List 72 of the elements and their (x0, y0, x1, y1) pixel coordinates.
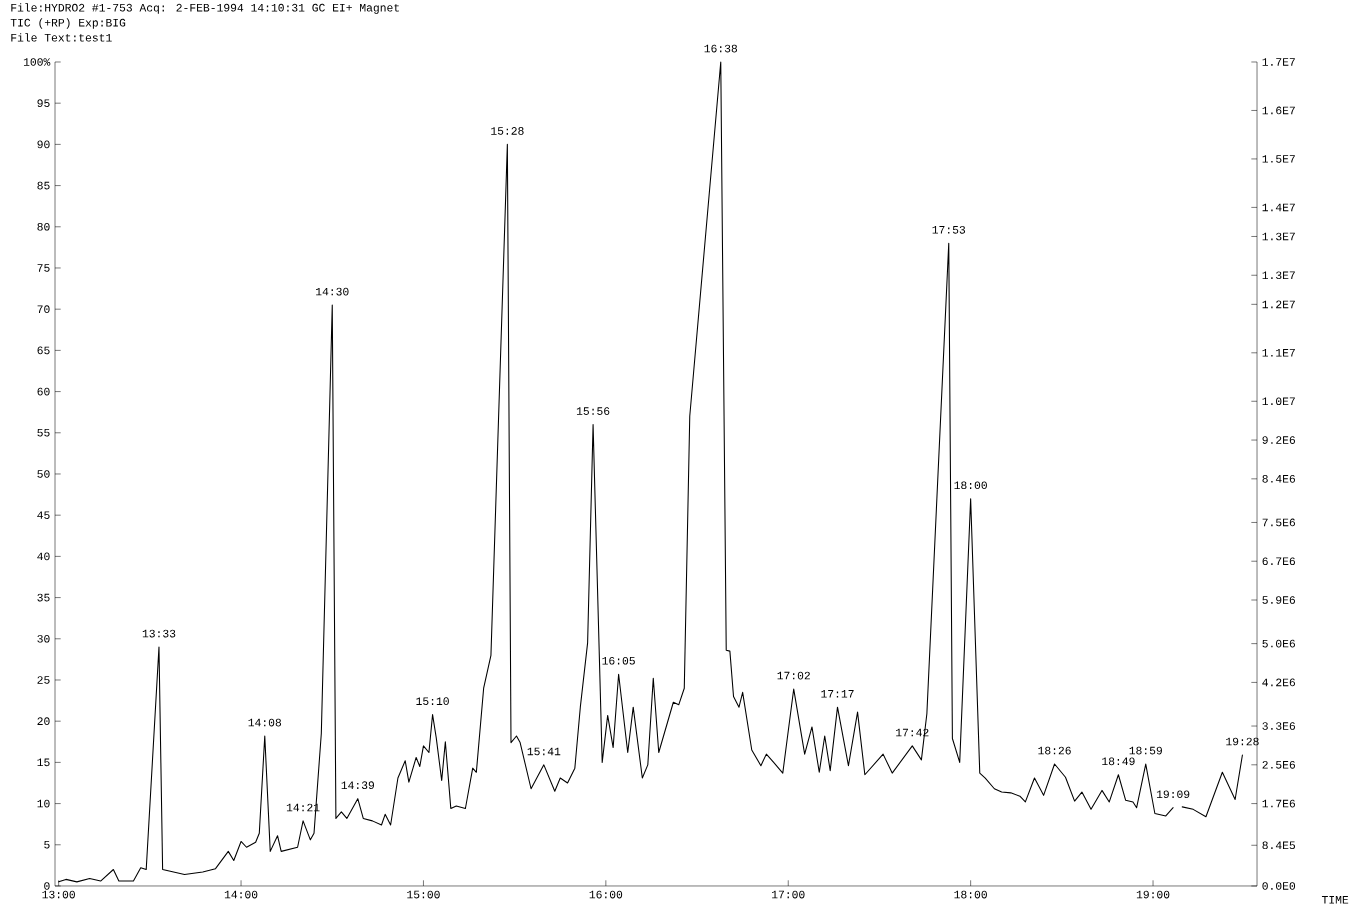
annotation: 18:00 (954, 481, 987, 490)
y-tick-label: 55 (37, 429, 50, 437)
y-tick-label: 5 (44, 841, 50, 849)
annotation: 18:59 (1129, 746, 1162, 755)
chart-subtitle: TIC (+RP) Exp:BIG (10, 18, 126, 29)
y-tick-label: 85 (37, 181, 50, 190)
y-tick-label: 70 (37, 305, 50, 314)
y-tick-label: 60 (37, 387, 50, 396)
annotation: 17:53 (932, 225, 966, 234)
y-tick-label: 95 (37, 99, 50, 108)
y-tick-label: 45 (37, 511, 50, 519)
y-tick-label: 30 (37, 634, 50, 643)
chart-title: File:HYDRO2 #1-753 Acq: 2-FEB-1994 14:10:31 GC EI+ Magnet (11, 3, 399, 14)
y2-tick-label: 8.4E6 (1262, 474, 1295, 483)
y2-tick-label: 1.4E7 (1262, 203, 1295, 212)
y2-tick-label: 0.0E0 (1262, 882, 1296, 890)
x-tick-label: 16:00 (589, 890, 623, 899)
annotation: 19:28 (1226, 737, 1259, 746)
y2-tick-label: 1.3E7 (1262, 232, 1295, 241)
y-tick-label: 50 (37, 470, 50, 478)
y-tick-label: 35 (37, 593, 50, 602)
x-tick-label: 19:00 (1136, 890, 1170, 899)
x-tick-label: 14:00 (224, 890, 258, 899)
annotation: 14:39 (341, 781, 375, 790)
x-axis-title: TIME (1321, 896, 1349, 904)
y-tick-label: 10 (37, 799, 50, 808)
annotation: 17:02 (777, 671, 810, 680)
y2-tick-label: 1.1E7 (1262, 349, 1295, 357)
y-tick-label: 20 (37, 717, 50, 726)
annotation: 14:08 (248, 718, 282, 727)
y-tick-label: 0 (44, 882, 50, 890)
y2-tick-label: 1.0E7 (1262, 397, 1295, 406)
annotation: 18:49 (1102, 757, 1135, 766)
annotation: 19:09 (1156, 790, 1190, 799)
y-tick-label: 25 (37, 676, 50, 684)
y2-tick-label: 7.5E6 (1262, 518, 1295, 527)
x-tick-label: 18:00 (954, 890, 987, 899)
y2-tick-label: 5.0E6 (1262, 639, 1295, 648)
annotation: 15:10 (416, 697, 449, 705)
annotation: 13:33 (142, 629, 176, 638)
y-tick-label: 75 (37, 264, 50, 272)
x-tick-label: 15:00 (407, 890, 440, 899)
y2-tick-label: 6.7E6 (1262, 557, 1295, 566)
y2-tick-label: 4.2E6 (1262, 678, 1295, 687)
annotation: 15:28 (491, 127, 524, 135)
y-tick-label: 90 (37, 140, 50, 149)
y2-tick-label: 2.5E6 (1262, 760, 1295, 769)
y2-tick-label: 1.6E7 (1262, 106, 1295, 115)
annotation: 18:26 (1038, 746, 1071, 755)
y2-tick-label: 5.9E6 (1262, 596, 1295, 604)
annotation: 14:30 (316, 287, 349, 296)
y2-tick-label: 8.4E5 (1262, 841, 1296, 850)
annotation: 16:38 (704, 44, 738, 53)
y-tick-label: 40 (37, 552, 50, 561)
x-tick-label: 13:00 (42, 890, 75, 899)
y2-tick-label: 3.3E6 (1262, 722, 1295, 730)
y2-tick-label: 1.2E7 (1262, 300, 1295, 309)
y-tick-label: 15 (37, 758, 50, 767)
annotation: 17:17 (821, 690, 854, 698)
annotation: 15:41 (527, 747, 561, 756)
y2-tick-label: 9.2E6 (1262, 436, 1295, 444)
text: File Text:test1 (11, 33, 112, 42)
x-tick-label: 17:00 (772, 890, 805, 899)
annotation: 16:05 (602, 656, 635, 665)
y-tick-label: 80 (37, 222, 50, 231)
y2-tick-label: 1.5E7 (1262, 155, 1295, 163)
y2-tick-label: 1.7E7 (1262, 58, 1295, 66)
y-tick-label: 100% (23, 58, 51, 66)
y2-tick-label: 1.3E7 (1262, 271, 1295, 280)
y2-tick-label: 1.7E6 (1262, 799, 1295, 808)
annotation: 15:56 (576, 407, 610, 415)
y-tick-label: 65 (37, 346, 50, 355)
